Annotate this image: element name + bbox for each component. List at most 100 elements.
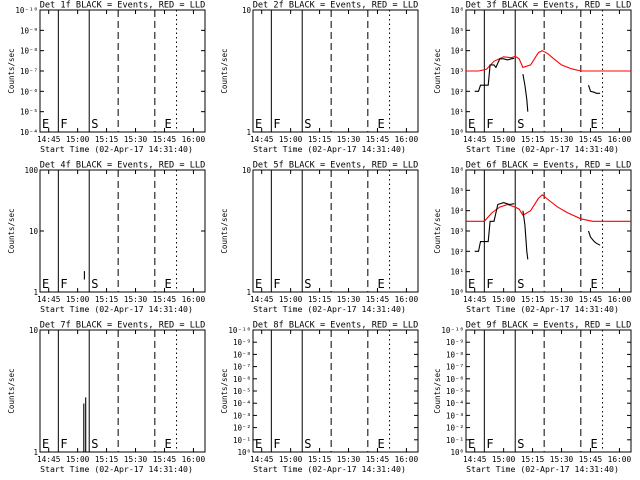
panel-det-5: Det 5f BLACK = Events, RED = LLD 1 10 14:45…: [220, 161, 419, 314]
x-tick-label: 15:30: [337, 295, 361, 304]
series-events: [522, 74, 529, 112]
y-tick-label: 10⁰: [450, 128, 464, 137]
x-axis-label: Start Time (02-Apr-17 14:31:40): [253, 144, 406, 154]
x-tick-label: 15:30: [124, 455, 148, 464]
x-tick-label: 15:00: [66, 295, 90, 304]
marker-label: S: [304, 437, 311, 451]
marker-label: E: [378, 117, 385, 131]
x-tick-label: 15:00: [492, 135, 516, 144]
y-tick-label: 10⁻⁶: [446, 375, 464, 384]
y-axis-label: Counts/sec: [220, 208, 229, 253]
x-tick-label: 15:00: [279, 455, 303, 464]
panel-det-6: Det 6f BLACK = Events, RED = LLD 10⁰ 10¹ 10…: [433, 161, 632, 314]
y-tick-label: 10⁻⁷: [446, 363, 464, 372]
x-tick-label: 15:00: [279, 135, 303, 144]
x-tick-label: 15:30: [550, 295, 574, 304]
y-tick-label: 10⁻⁵: [233, 387, 251, 396]
y-tick-label: 10: [29, 227, 39, 236]
marker-label: F: [60, 437, 67, 451]
marker-label: S: [91, 277, 98, 291]
y-tick-label: 10³: [450, 67, 464, 76]
marker-label: F: [273, 117, 280, 131]
y-tick-label: 10⁻⁹: [233, 338, 251, 347]
y-tick-label: 10³: [450, 227, 464, 236]
y-tick-label: 10: [242, 166, 252, 175]
y-tick-label: 10⁻⁴: [233, 399, 251, 408]
y-tick-label: 10²: [450, 247, 464, 256]
y-tick-label: 10⁻⁸: [20, 47, 38, 56]
x-tick-label: 16:00: [608, 135, 632, 144]
marker-label: E: [468, 277, 475, 291]
panel-title: Det 9f BLACK = Events, RED = LLD: [466, 321, 632, 331]
series-events: [522, 210, 529, 260]
x-tick-label: 14:45: [250, 135, 274, 144]
y-tick-label: 10⁻¹⁰: [228, 326, 251, 335]
x-axis-label: Start Time (02-Apr-17 14:31:40): [466, 304, 619, 314]
x-tick-label: 15:30: [337, 135, 361, 144]
panel-title: Det 5f BLACK = Events, RED = LLD: [253, 161, 419, 171]
y-tick-label: 10⁻⁶: [20, 87, 38, 96]
marker-label: E: [255, 277, 262, 291]
y-tick-label: 10⁴: [450, 47, 464, 56]
x-axis-label: Start Time (02-Apr-17 14:31:40): [40, 464, 193, 474]
x-tick-label: 16:00: [182, 295, 206, 304]
panel-det-8: Det 8f BLACK = Events, RED = LLD 10⁰ 10⁻¹ 1…: [220, 321, 419, 474]
x-axis-label: Start Time (02-Apr-17 14:31:40): [40, 304, 193, 314]
x-tick-label: 14:45: [37, 295, 61, 304]
x-tick-label: 15:45: [153, 455, 177, 464]
series-events: [587, 85, 601, 94]
x-axis-label: Start Time (02-Apr-17 14:31:40): [466, 464, 619, 474]
y-tick-label: 10⁻⁸: [233, 350, 251, 359]
marker-label: E: [165, 437, 172, 451]
marker-label: E: [591, 277, 598, 291]
y-tick-label: 10⁻⁹: [446, 338, 464, 347]
y-tick-label: 10⁻²: [446, 424, 464, 433]
x-tick-label: 15:00: [492, 455, 516, 464]
y-tick-label: 1: [33, 288, 38, 297]
marker-label: S: [91, 437, 98, 451]
y-axis-label: Counts/sec: [7, 208, 16, 253]
marker-label: S: [91, 117, 98, 131]
x-axis-label: Start Time (02-Apr-17 14:31:40): [40, 144, 193, 154]
x-tick-label: 16:00: [395, 135, 419, 144]
x-tick-label: 15:45: [153, 295, 177, 304]
marker-label: E: [165, 117, 172, 131]
y-tick-label: 10⁻⁵: [20, 108, 38, 117]
panel-title: Det 7f BLACK = Events, RED = LLD: [40, 321, 206, 331]
y-tick-label: 10⁻¹⁰: [15, 6, 38, 15]
x-tick-label: 14:45: [250, 455, 274, 464]
x-tick-label: 15:45: [579, 455, 603, 464]
x-tick-label: 15:15: [521, 455, 545, 464]
y-tick-label: 10⁻¹⁰: [441, 326, 464, 335]
marker-label: F: [60, 277, 67, 291]
x-tick-label: 15:45: [366, 295, 390, 304]
x-tick-label: 16:00: [182, 455, 206, 464]
series-lld: [466, 194, 631, 222]
x-tick-label: 15:45: [579, 135, 603, 144]
y-axis-label: Counts/sec: [433, 48, 442, 93]
y-axis-label: Counts/sec: [220, 48, 229, 93]
x-tick-label: 15:45: [366, 135, 390, 144]
marker-label: S: [517, 277, 524, 291]
series-lld: [466, 50, 631, 72]
y-tick-label: 10⁻⁹: [20, 26, 38, 35]
y-tick-label: 10⁵: [450, 186, 464, 195]
y-tick-label: 10⁰: [450, 288, 464, 297]
panel-det-3: Det 3f BLACK = Events, RED = LLD 10⁰ 10¹ 10…: [433, 1, 632, 154]
y-tick-label: 10¹: [450, 268, 464, 277]
x-tick-label: 15:30: [124, 295, 148, 304]
marker-label: E: [591, 117, 598, 131]
x-tick-label: 15:15: [95, 295, 119, 304]
y-tick-label: 10⁶: [450, 6, 464, 15]
y-tick-label: 10¹: [450, 108, 464, 117]
x-axis-label: Start Time (02-Apr-17 14:31:40): [466, 144, 619, 154]
panel-det-4: Det 4f BLACK = Events, RED = LLD 1 10 100 14…: [7, 161, 206, 314]
y-tick-label: 10⁻³: [446, 411, 464, 420]
x-axis-label: Start Time (02-Apr-17 14:31:40): [253, 304, 406, 314]
x-tick-label: 15:30: [550, 135, 574, 144]
marker-label: S: [517, 117, 524, 131]
marker-label: F: [273, 277, 280, 291]
x-tick-label: 15:15: [308, 295, 332, 304]
series-events: [474, 202, 515, 252]
